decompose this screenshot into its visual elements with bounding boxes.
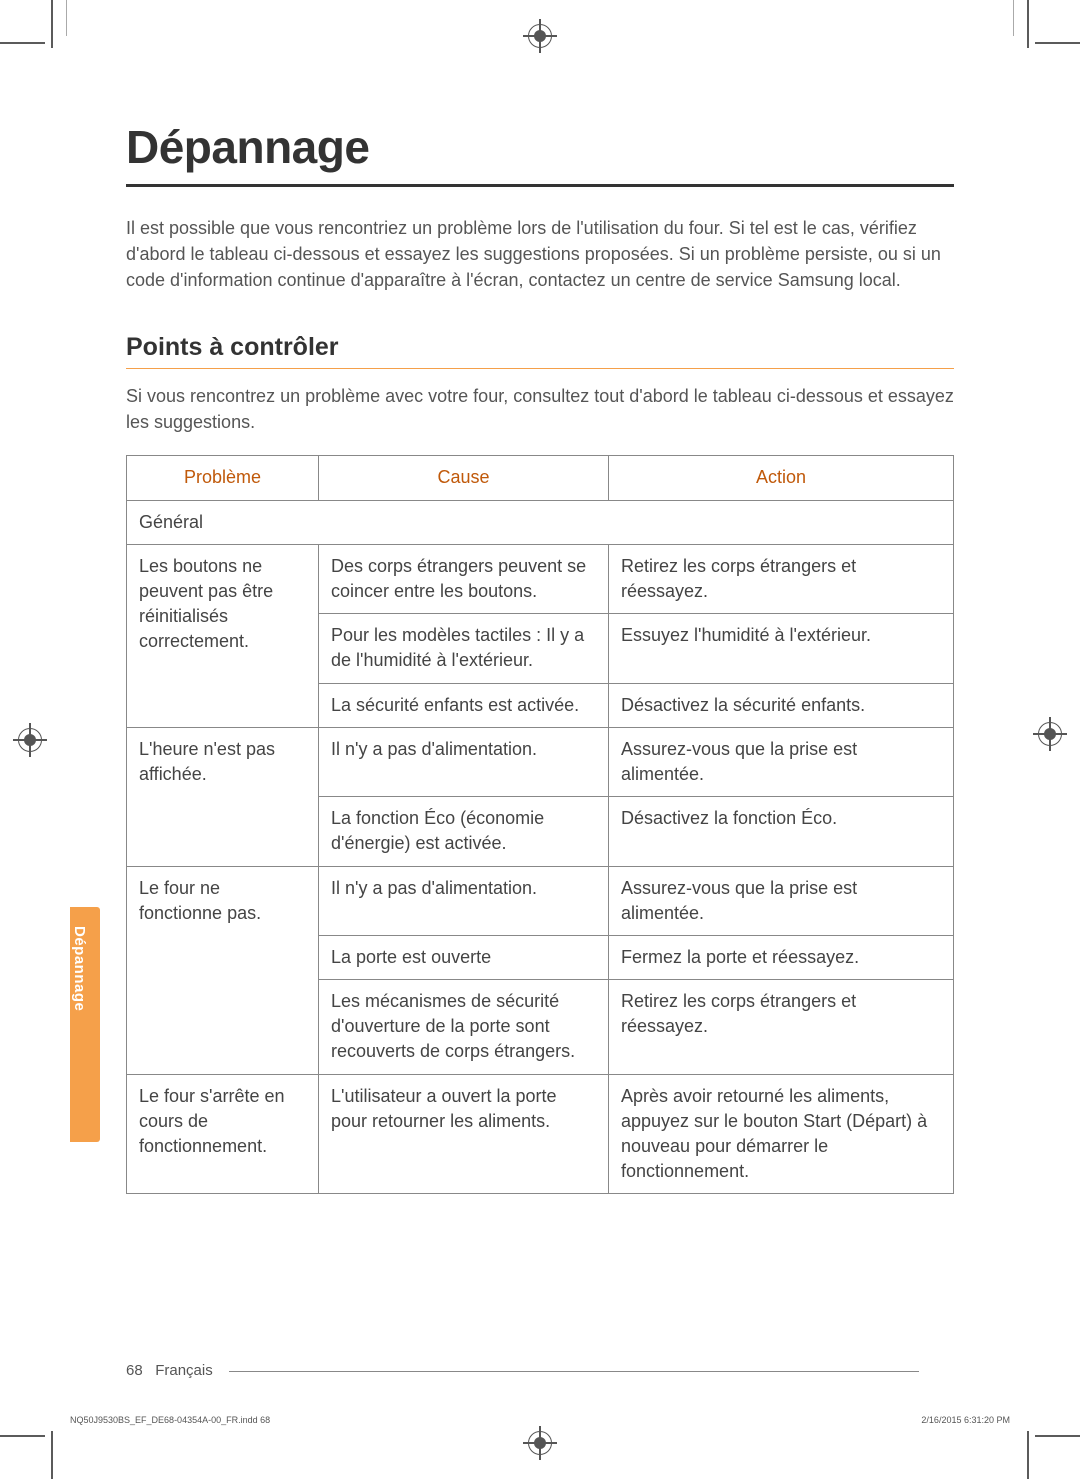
crop-mark [1035, 42, 1080, 44]
imprint-timestamp: 2/16/2015 6:31:20 PM [921, 1415, 1010, 1425]
crop-mark [1013, 0, 1014, 36]
imprint-filename: NQ50J9530BS_EF_DE68-04354A-00_FR.indd 68 [70, 1415, 270, 1425]
title-rule [126, 184, 954, 187]
crop-mark [0, 42, 45, 44]
cell-cause: Les mécanismes de sécurité d'ouverture d… [319, 980, 609, 1075]
cell-cause: La sécurité enfants est activée. [319, 683, 609, 727]
cell-probleme: Le four s'arrête en cours de fonctionnem… [127, 1074, 319, 1194]
crop-mark [1027, 0, 1029, 48]
page-number: 68 [126, 1362, 143, 1379]
section-intro: Si vous rencontrez un problème avec votr… [126, 383, 954, 435]
cell-action: Assurez-vous que la prise est alimentée. [609, 727, 954, 796]
page-title: Dépannage [126, 120, 954, 174]
crop-mark [51, 1431, 53, 1479]
cell-cause: L'utilisateur a ouvert la porte pour ret… [319, 1074, 609, 1194]
cell-probleme: Les boutons ne peuvent pas être réinitia… [127, 544, 319, 727]
side-tab-label: Dépannage [71, 926, 88, 1011]
cell-probleme: L'heure n'est pas affichée. [127, 727, 319, 866]
crop-mark [0, 1435, 45, 1437]
cell-action: Assurez-vous que la prise est alimentée. [609, 866, 954, 935]
registration-mark-icon [528, 24, 552, 48]
table-row: Le four ne fonctionne pas. Il n'y a pas … [127, 866, 954, 935]
table-section-row: Général [127, 500, 954, 544]
col-header-action: Action [609, 456, 954, 500]
table-section-label: Général [127, 500, 954, 544]
crop-mark [1035, 1435, 1080, 1437]
cell-probleme: Le four ne fonctionne pas. [127, 866, 319, 1074]
crop-mark [1027, 1431, 1029, 1479]
footer-rule [229, 1371, 919, 1372]
table-header-row: Problème Cause Action [127, 456, 954, 500]
table-row: Le four s'arrête en cours de fonctionnem… [127, 1074, 954, 1194]
cell-cause: Il n'y a pas d'alimentation. [319, 727, 609, 796]
cell-cause: La fonction Éco (économie d'énergie) est… [319, 797, 609, 866]
cell-action: Désactivez la sécurité enfants. [609, 683, 954, 727]
intro-paragraph: Il est possible que vous rencontriez un … [126, 215, 954, 293]
section-heading: Points à contrôler [126, 333, 954, 369]
cell-action: Essuyez l'humidité à l'extérieur. [609, 614, 954, 683]
page-footer: 68 Français [126, 1362, 954, 1379]
cell-cause: La porte est ouverte [319, 935, 609, 979]
cell-action: Désactivez la fonction Éco. [609, 797, 954, 866]
page-content: Dépannage Il est possible que vous renco… [126, 120, 954, 1194]
registration-mark-icon [528, 1431, 552, 1455]
cell-cause: Il n'y a pas d'alimentation. [319, 866, 609, 935]
registration-mark-icon [1038, 722, 1062, 746]
cell-action: Retirez les corps étrangers et réessayez… [609, 544, 954, 613]
troubleshooting-table: Problème Cause Action Général Les bouton… [126, 455, 954, 1194]
cell-action: Retirez les corps étrangers et réessayez… [609, 980, 954, 1075]
registration-mark-icon [18, 728, 42, 752]
cell-action: Après avoir retourné les aliments, appuy… [609, 1074, 954, 1194]
cell-cause: Pour les modèles tactiles : Il y a de l'… [319, 614, 609, 683]
table-row: L'heure n'est pas affichée. Il n'y a pas… [127, 727, 954, 796]
cell-cause: Des corps étrangers peuvent se coincer e… [319, 544, 609, 613]
crop-mark [51, 0, 53, 48]
col-header-probleme: Problème [127, 456, 319, 500]
col-header-cause: Cause [319, 456, 609, 500]
page-language: Français [155, 1362, 213, 1379]
cell-action: Fermez la porte et réessayez. [609, 935, 954, 979]
table-row: Les boutons ne peuvent pas être réinitia… [127, 544, 954, 613]
crop-mark [66, 0, 67, 36]
